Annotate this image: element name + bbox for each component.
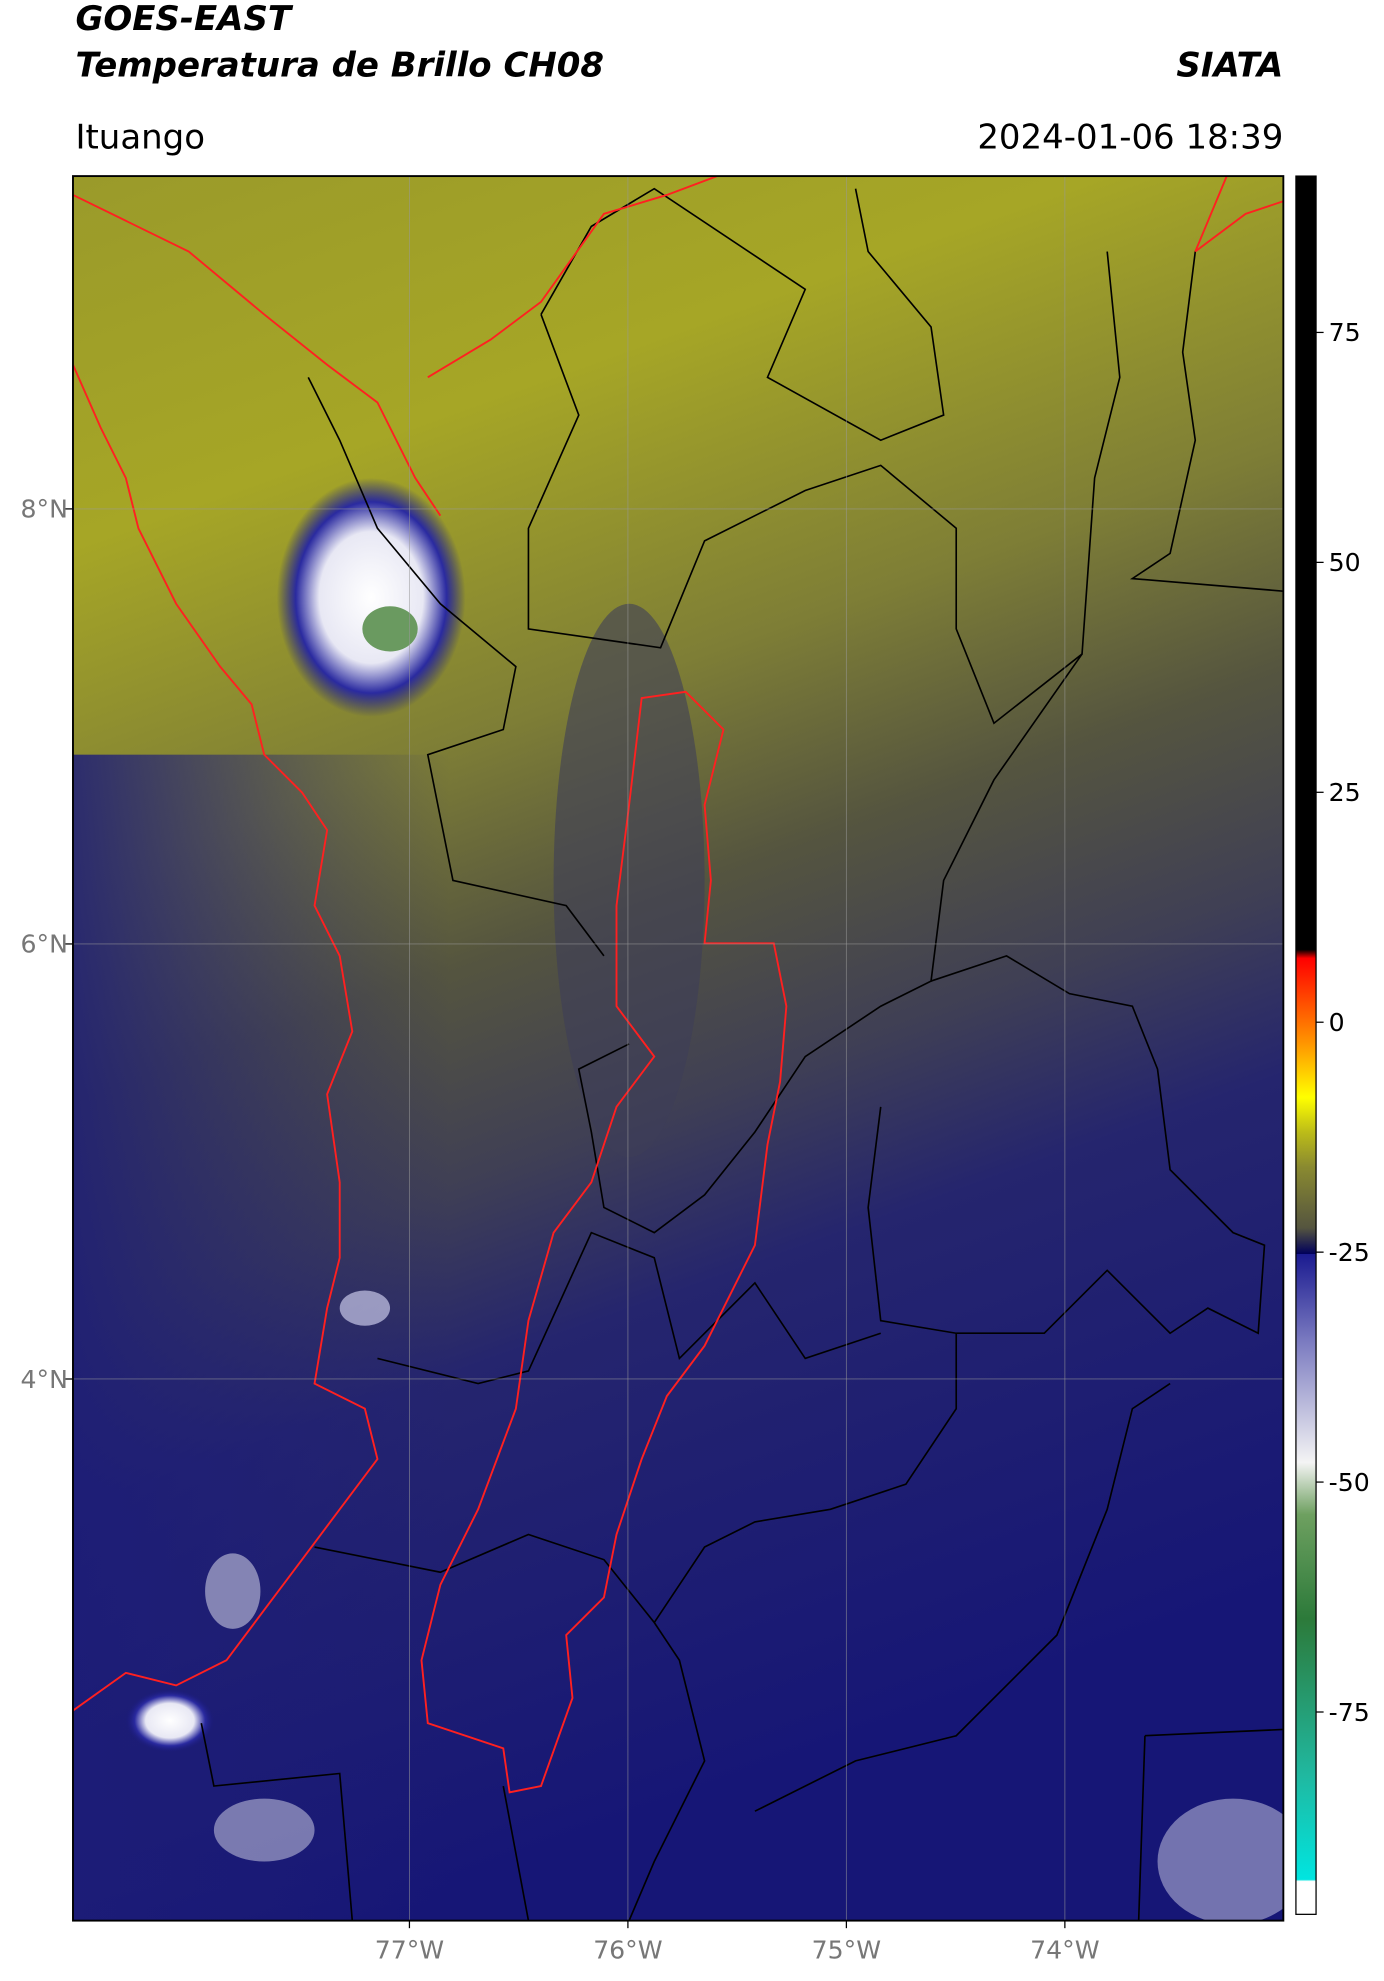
cloud bbox=[213, 1798, 315, 1862]
colorbar-tick-label: 50 bbox=[1329, 548, 1361, 577]
cloud bbox=[205, 1553, 261, 1629]
map-shade bbox=[72, 754, 451, 1921]
colorbar bbox=[1295, 175, 1317, 1915]
lon-tick-label: 77°W bbox=[375, 1935, 445, 1964]
colorbar-tick-label: 75 bbox=[1329, 318, 1361, 347]
border bbox=[1129, 251, 1284, 592]
coast bbox=[72, 364, 379, 1712]
cloud-core bbox=[362, 606, 418, 652]
border bbox=[527, 251, 1121, 725]
lat-tick-label: 8°N bbox=[21, 495, 68, 524]
title-line1: GOES-EAST bbox=[75, 0, 293, 39]
location: Ituango bbox=[75, 117, 205, 157]
cloud bbox=[1157, 1798, 1284, 1921]
map-frame bbox=[72, 175, 1285, 1922]
lat-tick-label: 6°N bbox=[21, 930, 68, 959]
border bbox=[867, 955, 1266, 1335]
coast bbox=[72, 176, 718, 517]
coastline bbox=[72, 176, 1284, 1794]
lon-tick-label: 75°W bbox=[812, 1935, 882, 1964]
title-line2: Temperatura de Brillo CH08 bbox=[75, 46, 604, 86]
border bbox=[1137, 1728, 1284, 1921]
borders bbox=[200, 187, 1284, 1921]
colorbar-tick-label: -25 bbox=[1329, 1238, 1370, 1267]
border bbox=[200, 1722, 354, 1921]
cloud bbox=[339, 1290, 391, 1326]
lon-tick-label: 74°W bbox=[1030, 1935, 1100, 1964]
map-shade bbox=[553, 603, 705, 1158]
border bbox=[307, 376, 605, 957]
region-outline bbox=[420, 690, 788, 1794]
timestamp: 2024-01-06 18:39 bbox=[977, 117, 1283, 157]
map bbox=[72, 176, 1284, 1921]
colorbar-tick-label: -50 bbox=[1329, 1468, 1370, 1497]
colorbar-tick-label: -75 bbox=[1329, 1698, 1370, 1727]
border bbox=[653, 1333, 958, 1623]
cloud bbox=[125, 1689, 214, 1753]
colorbar-tick-label: 0 bbox=[1329, 1008, 1345, 1037]
colorbar-tick-label: 25 bbox=[1329, 778, 1361, 807]
border bbox=[577, 653, 1083, 1234]
organization: SIATA bbox=[1176, 46, 1283, 86]
lon-tick-label: 76°W bbox=[593, 1935, 663, 1964]
lat-tick-label: 4°N bbox=[21, 1365, 68, 1394]
cloud bbox=[276, 477, 466, 717]
coast bbox=[1194, 176, 1284, 253]
border bbox=[502, 1382, 1171, 1921]
